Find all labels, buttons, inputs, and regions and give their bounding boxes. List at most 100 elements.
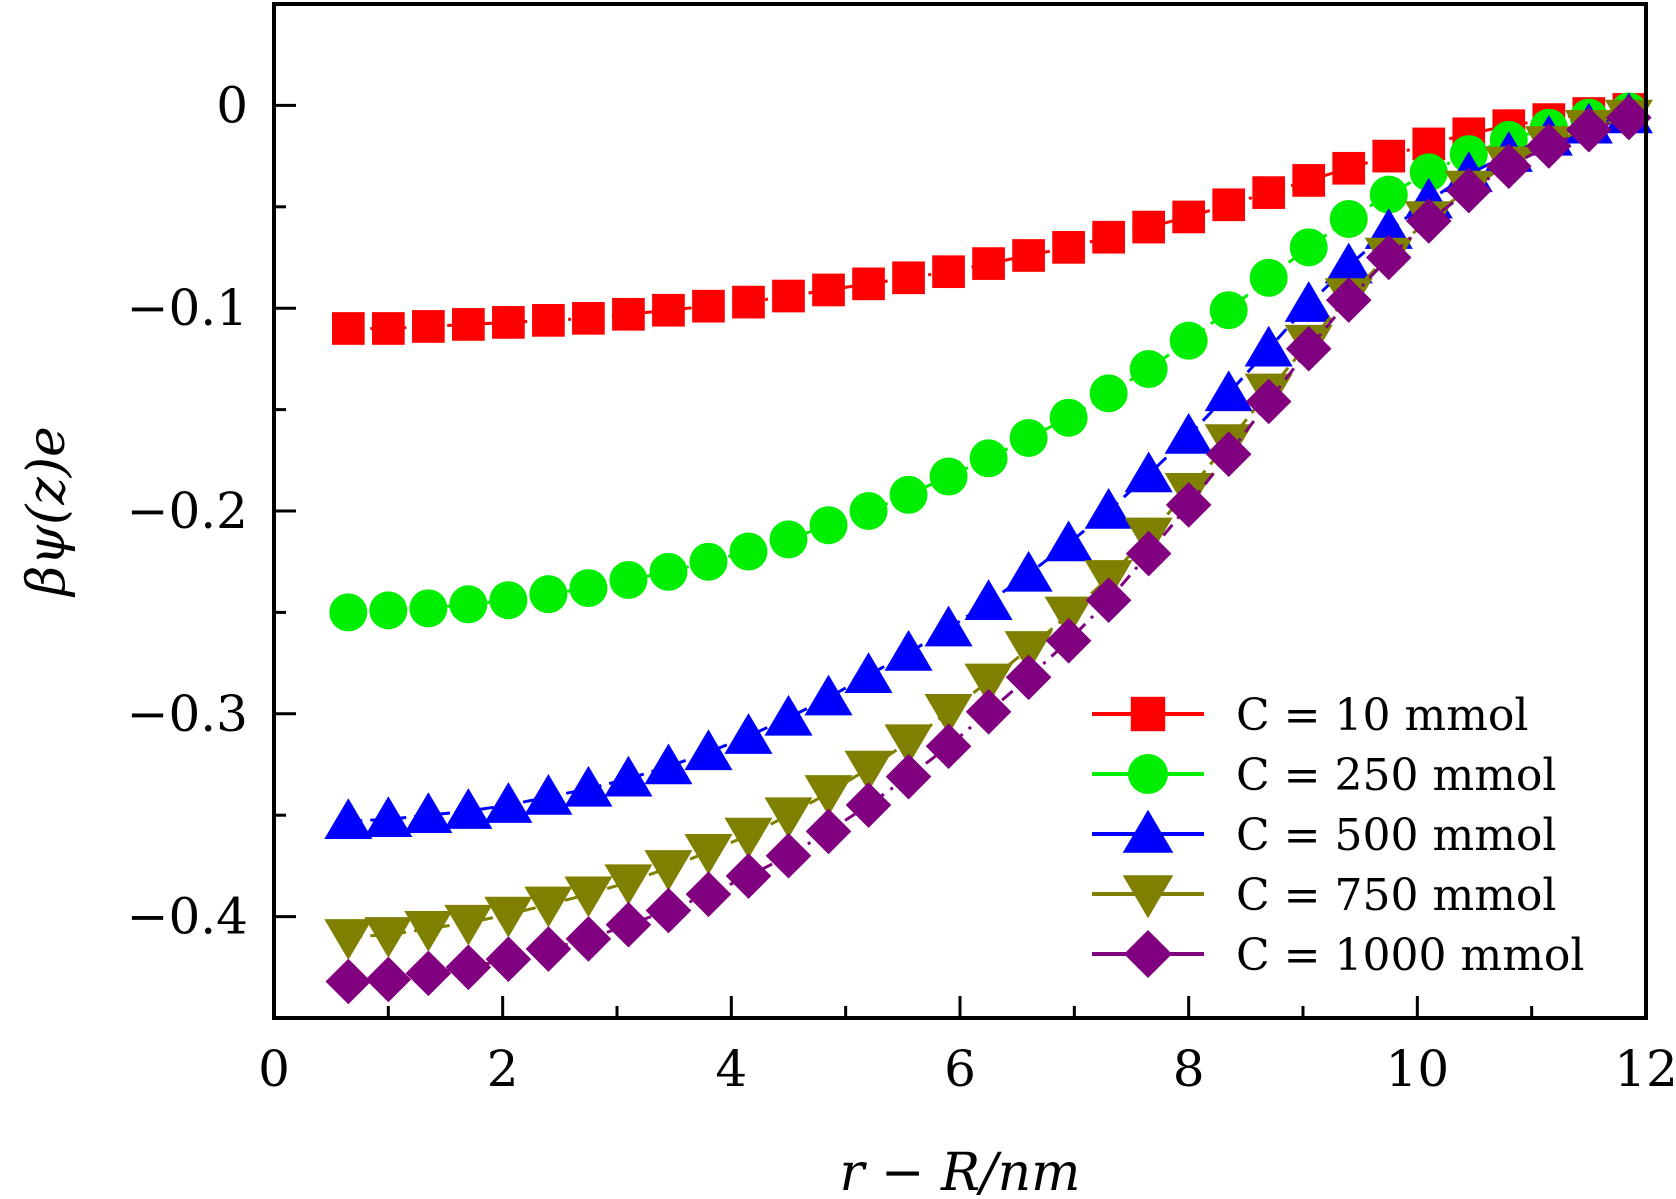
data-point <box>1085 577 1132 624</box>
data-point <box>1329 199 1368 238</box>
data-point <box>809 506 848 545</box>
data-point <box>604 864 653 906</box>
data-point <box>1606 94 1652 141</box>
x-tick-label: 6 <box>944 1040 976 1098</box>
data-point <box>1566 106 1612 153</box>
data-point <box>1284 281 1333 322</box>
data-point <box>889 475 928 514</box>
data-point <box>331 312 365 345</box>
data-point <box>1526 123 1572 169</box>
data-point <box>1249 258 1288 297</box>
data-point <box>452 308 485 341</box>
data-point <box>1369 175 1408 214</box>
data-point <box>1372 139 1406 173</box>
legend-label: C = 1000 mmol <box>1236 930 1584 981</box>
data-point <box>1165 482 1212 528</box>
data-point <box>1092 220 1125 254</box>
data-point <box>1244 325 1293 367</box>
data-point <box>964 579 1013 621</box>
data-point <box>564 876 613 918</box>
data-point <box>1289 228 1328 267</box>
data-point <box>804 674 853 716</box>
data-point <box>965 688 1012 735</box>
data-point <box>612 297 645 331</box>
data-point <box>365 956 412 1003</box>
data-point <box>724 817 773 859</box>
data-point <box>1049 398 1088 437</box>
data-point <box>524 773 573 815</box>
y-tick-label: −0.3 <box>127 685 248 743</box>
data-point <box>805 808 852 855</box>
data-point <box>445 944 492 991</box>
data-point <box>449 585 488 624</box>
data-point <box>484 782 533 823</box>
data-point <box>924 605 973 647</box>
y-tick-label: 0 <box>216 76 248 134</box>
data-point <box>1052 231 1085 264</box>
data-point <box>644 850 693 891</box>
data-point <box>1084 488 1133 529</box>
data-point <box>525 926 572 972</box>
data-point <box>929 457 968 496</box>
legend-label: C = 250 mmol <box>1236 750 1556 801</box>
data-point <box>1205 431 1252 478</box>
data-point <box>684 833 733 875</box>
data-point <box>524 886 573 928</box>
data-point <box>764 694 813 736</box>
data-point <box>1169 321 1208 360</box>
series-diamond <box>325 94 1652 1005</box>
data-point <box>444 904 493 946</box>
plot-frame <box>272 2 1648 1020</box>
legend-entry: C = 10 mmol <box>1092 690 1529 741</box>
data-point <box>692 289 725 323</box>
data-point <box>324 798 373 840</box>
data-point <box>884 724 933 766</box>
data-point <box>884 629 933 671</box>
data-point <box>684 729 733 771</box>
data-point <box>1409 153 1448 192</box>
series-layer <box>324 92 1653 1005</box>
y-tick-label: −0.2 <box>127 482 248 540</box>
data-point <box>892 261 925 295</box>
data-point <box>1365 234 1412 281</box>
data-point <box>1005 654 1052 701</box>
data-point <box>772 279 805 313</box>
legend-marker <box>1122 809 1174 853</box>
data-point <box>812 273 845 307</box>
legend-entry: C = 1000 mmol <box>1092 930 1584 981</box>
data-point <box>1245 378 1292 425</box>
data-point <box>1285 325 1332 372</box>
data-point <box>925 723 972 770</box>
data-point <box>844 750 893 792</box>
data-point <box>969 439 1008 478</box>
y-axis-label: βψ(z)e <box>17 426 77 598</box>
legend-label: C = 500 mmol <box>1236 810 1556 861</box>
data-point <box>569 569 608 608</box>
data-point <box>764 797 813 839</box>
data-point <box>844 652 893 694</box>
data-point <box>1405 198 1452 244</box>
data-point <box>1044 520 1093 562</box>
data-point <box>404 911 453 952</box>
data-point <box>1045 617 1092 664</box>
data-point <box>489 581 528 620</box>
data-point <box>1044 596 1093 638</box>
data-point <box>1172 200 1206 234</box>
data-point <box>1129 350 1168 389</box>
data-point <box>1125 530 1172 577</box>
x-tick-label: 10 <box>1386 1040 1450 1098</box>
data-point <box>609 560 648 599</box>
data-point <box>492 306 525 339</box>
data-point <box>652 293 685 327</box>
data-point <box>1124 451 1173 493</box>
data-point <box>371 312 405 345</box>
data-point <box>405 950 452 997</box>
data-point <box>1132 210 1165 244</box>
data-point <box>725 853 772 899</box>
legend-marker <box>1124 930 1172 978</box>
data-point <box>732 285 765 319</box>
data-point <box>1486 143 1532 190</box>
data-point <box>1009 418 1048 457</box>
data-point <box>412 310 445 343</box>
data-point <box>1325 277 1372 323</box>
